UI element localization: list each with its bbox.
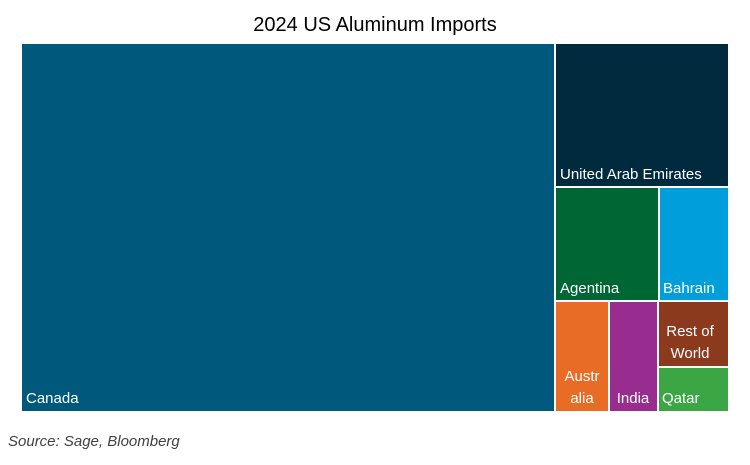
tile-label-line: Agentina — [560, 280, 620, 297]
tile-label-bahrain: Bahrain — [663, 280, 715, 297]
tile-label-canada: Canada — [26, 390, 79, 407]
tile-india — [610, 302, 657, 411]
chart-title: 2024 US Aluminum Imports — [253, 14, 497, 36]
tile-label-line: Qatar — [662, 390, 700, 407]
tile-canada — [22, 44, 554, 411]
tile-qatar — [659, 368, 728, 411]
tile-label-line: Bahrain — [663, 280, 715, 297]
tile-rest-of-world — [659, 302, 728, 366]
tile-agentina — [556, 188, 658, 300]
tile-label-line: Canada — [26, 390, 79, 407]
tile-label-agentina: Agentina — [560, 280, 620, 297]
tile-australia — [556, 302, 608, 411]
tile-label-qatar: Qatar — [662, 390, 700, 407]
tile-label-rest-of-world: Rest of World — [666, 323, 714, 362]
source-note: Source: Sage, Bloomberg — [8, 433, 180, 450]
tile-label-india: India — [617, 390, 650, 407]
tile-label-line: World — [671, 345, 710, 362]
tile-bahrain — [660, 188, 728, 300]
tile-label-united-arab-emirates: United Arab Emirates — [560, 166, 702, 183]
tile-label-line: Rest of — [666, 323, 714, 340]
tile-label-line: alia — [570, 390, 594, 407]
tile-label-line: Austr — [564, 368, 599, 385]
tile-label-line: United Arab Emirates — [560, 166, 702, 183]
tile-label-australia: Austr alia — [564, 368, 599, 407]
tile-united-arab-emirates — [556, 44, 728, 186]
tile-label-line: India — [617, 390, 650, 407]
